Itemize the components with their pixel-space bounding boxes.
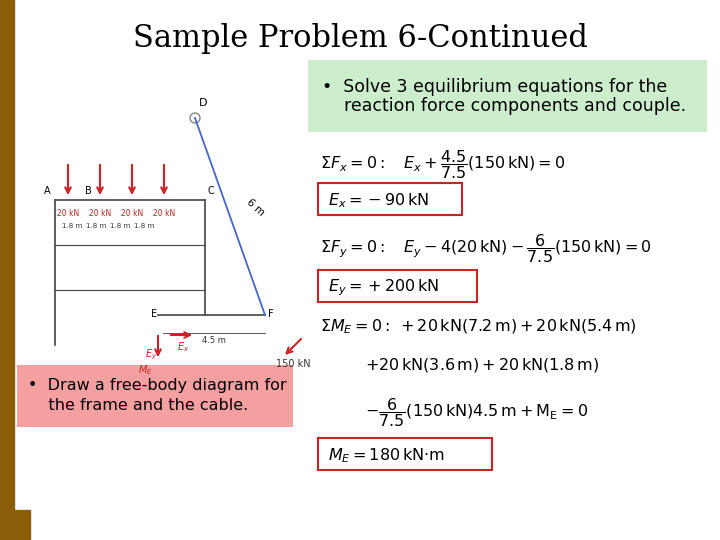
Text: 20 kN: 20 kN xyxy=(89,209,111,218)
Text: •  Draw a free-body diagram for: • Draw a free-body diagram for xyxy=(28,378,287,393)
Bar xyxy=(0,510,30,540)
Text: $E_y$: $E_y$ xyxy=(145,347,157,362)
Text: E: E xyxy=(151,309,157,319)
Text: $\Sigma M_E = 0:\;+20\,\rm{kN}(7.2\,\rm{m})+20\,\rm{kN}(5.4\,\rm{m})$: $\Sigma M_E = 0:\;+20\,\rm{kN}(7.2\,\rm{… xyxy=(320,318,637,336)
Text: $-\dfrac{6}{7.5}(150\,\rm{kN})4.5\,\rm{m}+M_E=0$: $-\dfrac{6}{7.5}(150\,\rm{kN})4.5\,\rm{m… xyxy=(365,396,588,429)
Text: 1.8 m: 1.8 m xyxy=(86,223,106,229)
Text: 150 kN: 150 kN xyxy=(276,359,310,369)
FancyBboxPatch shape xyxy=(17,365,293,427)
Text: the frame and the cable.: the frame and the cable. xyxy=(28,398,248,413)
Text: $+20\,\rm{kN}(3.6\,\rm{m})+20\,\rm{kN}(1.8\,\rm{m})$: $+20\,\rm{kN}(3.6\,\rm{m})+20\,\rm{kN}(1… xyxy=(365,356,599,374)
Bar xyxy=(0,512,14,540)
Text: F: F xyxy=(268,309,274,319)
Text: 20 kN: 20 kN xyxy=(153,209,175,218)
Text: $M_E = 180\,\rm{kN{\cdot}m}$: $M_E = 180\,\rm{kN{\cdot}m}$ xyxy=(328,447,445,465)
Text: •  Solve 3 equilibrium equations for the: • Solve 3 equilibrium equations for the xyxy=(322,78,667,96)
Text: $E_x = -90\,\rm{kN}$: $E_x = -90\,\rm{kN}$ xyxy=(328,192,429,211)
Text: $E_y = +200\,\rm{kN}$: $E_y = +200\,\rm{kN}$ xyxy=(328,278,439,298)
Text: $E_x$: $E_x$ xyxy=(177,340,189,354)
Text: $M_E$: $M_E$ xyxy=(138,363,153,377)
Bar xyxy=(0,0,14,540)
Text: 1.8 m: 1.8 m xyxy=(110,223,130,229)
Text: 1.8 m: 1.8 m xyxy=(62,223,82,229)
Text: A: A xyxy=(45,186,51,196)
Text: reaction force components and couple.: reaction force components and couple. xyxy=(322,97,686,115)
FancyBboxPatch shape xyxy=(318,183,462,215)
FancyBboxPatch shape xyxy=(318,270,477,302)
Text: 4.5 m: 4.5 m xyxy=(202,336,226,345)
Text: Sample Problem 6-Continued: Sample Problem 6-Continued xyxy=(132,23,588,53)
Text: 6 m: 6 m xyxy=(245,197,266,218)
Text: B: B xyxy=(85,186,91,196)
FancyBboxPatch shape xyxy=(308,60,707,132)
Text: $\Sigma F_x = 0:\quad E_x + \dfrac{4.5}{7.5}(150\,\rm{kN})=0$: $\Sigma F_x = 0:\quad E_x + \dfrac{4.5}{… xyxy=(320,148,565,181)
Text: 20 kN: 20 kN xyxy=(57,209,79,218)
Text: $\Sigma F_y = 0:\quad E_y - 4(20\,\rm{kN}) - \dfrac{6}{7.5}(150\,\rm{kN})=0$: $\Sigma F_y = 0:\quad E_y - 4(20\,\rm{kN… xyxy=(320,232,652,265)
Text: 20 kN: 20 kN xyxy=(121,209,143,218)
Text: C: C xyxy=(208,186,215,196)
FancyBboxPatch shape xyxy=(318,438,492,470)
Text: 1.8 m: 1.8 m xyxy=(134,223,154,229)
Text: D: D xyxy=(199,98,207,108)
